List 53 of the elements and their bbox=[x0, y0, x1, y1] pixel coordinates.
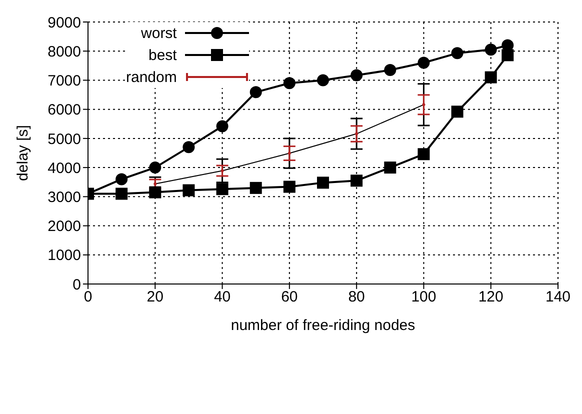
point bbox=[418, 148, 430, 160]
y-tick-label: 4000 bbox=[48, 160, 81, 177]
point bbox=[220, 169, 224, 172]
point bbox=[451, 47, 464, 60]
x-tick-label: 20 bbox=[146, 288, 164, 306]
y-tick-label: 8000 bbox=[48, 43, 81, 60]
y-axis-title: delay [s] bbox=[14, 125, 32, 181]
y-tick-label: 5000 bbox=[48, 130, 81, 148]
point bbox=[384, 162, 396, 174]
point bbox=[216, 120, 228, 132]
point bbox=[216, 183, 228, 196]
point bbox=[149, 162, 162, 174]
point bbox=[283, 77, 296, 90]
x-tick-label: 0 bbox=[84, 288, 92, 306]
x-tick-label: 140 bbox=[545, 288, 571, 306]
y-tick-label: 9000 bbox=[48, 14, 81, 32]
point bbox=[484, 44, 497, 56]
y-tick-label: 2000 bbox=[48, 218, 81, 236]
point bbox=[502, 49, 514, 62]
y-tick-label: 3000 bbox=[48, 188, 81, 206]
point bbox=[418, 56, 430, 69]
point bbox=[317, 176, 329, 189]
point bbox=[355, 132, 358, 136]
y-tick-label: 0 bbox=[72, 276, 81, 294]
point bbox=[182, 184, 195, 196]
x-tick-label: 40 bbox=[214, 288, 231, 306]
x-tick-label: 60 bbox=[281, 288, 298, 306]
point bbox=[484, 71, 497, 84]
point bbox=[350, 174, 363, 187]
legend-label: worst bbox=[141, 24, 177, 42]
point bbox=[250, 86, 262, 98]
x-tick-label: 120 bbox=[478, 288, 504, 306]
x-tick-label: 100 bbox=[411, 288, 436, 306]
y-tick-label: 6000 bbox=[48, 102, 81, 119]
point bbox=[116, 173, 128, 186]
legend-label: best bbox=[148, 46, 177, 64]
y-tick-label: 7000 bbox=[48, 72, 81, 90]
point bbox=[350, 69, 363, 82]
point bbox=[182, 141, 195, 154]
point bbox=[451, 106, 464, 118]
x-axis-title: number of free-riding nodes bbox=[230, 317, 416, 334]
point bbox=[250, 182, 262, 194]
point bbox=[317, 74, 329, 86]
point bbox=[116, 188, 128, 200]
point bbox=[422, 103, 426, 106]
legend-label: random bbox=[126, 68, 177, 86]
x-tick-label: 80 bbox=[348, 288, 365, 306]
y-tick-label: 1000 bbox=[48, 247, 81, 264]
point bbox=[149, 186, 162, 198]
point bbox=[384, 64, 396, 76]
point bbox=[288, 152, 291, 155]
point bbox=[283, 180, 296, 193]
point bbox=[154, 182, 157, 186]
